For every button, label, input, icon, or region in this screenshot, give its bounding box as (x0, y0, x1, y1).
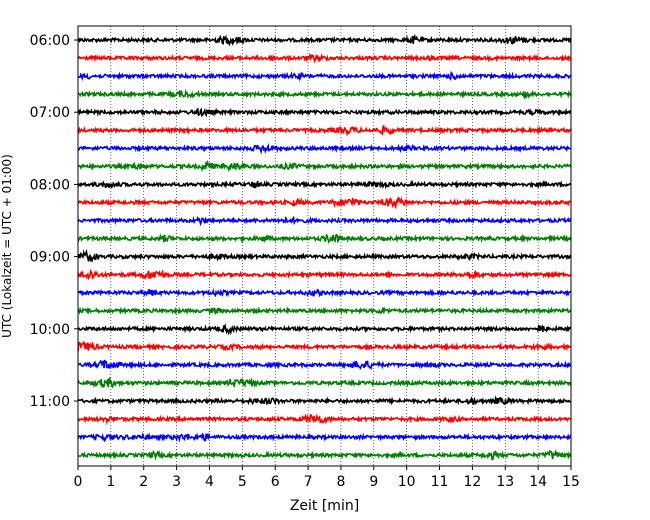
x-tick-label: 15 (562, 474, 580, 490)
trace-line (77, 52, 572, 64)
trace-line (77, 107, 572, 118)
trace-line (77, 431, 572, 443)
x-tick-label: 6 (271, 474, 280, 490)
x-tick-label: 7 (304, 474, 313, 490)
x-tick-label: 4 (205, 474, 214, 490)
trace-line (77, 376, 572, 389)
trace-line (77, 179, 572, 190)
trace-line (77, 448, 572, 461)
trace-line (77, 159, 572, 173)
x-axis-label: Zeit [min] (290, 498, 359, 514)
grid-lines (110, 26, 539, 466)
x-tick-label: 8 (336, 474, 345, 490)
x-axis-ticks: 0 1 2 3 4 5 6 7 8 9 10 11 12 13 14 15 (74, 466, 580, 490)
trace-line (77, 233, 572, 245)
x-tick-label: 13 (496, 474, 514, 490)
y-tick-label: 07:00 (30, 105, 70, 121)
trace-line (77, 306, 572, 316)
trace-line (77, 142, 572, 155)
trace-line (77, 288, 572, 298)
x-tick-label: 1 (106, 474, 115, 490)
x-tick-label: 12 (463, 474, 481, 490)
y-axis-label: UTC (Lokalzeit = UTC + 01:00) (0, 154, 14, 338)
y-tick-label: 06:00 (30, 33, 70, 49)
trace-line (77, 395, 572, 406)
trace-line (77, 413, 572, 426)
x-tick-label: 2 (139, 474, 148, 490)
x-tick-label: 9 (369, 474, 378, 490)
y-tick-label: 10:00 (30, 322, 70, 338)
trace-line (77, 322, 572, 336)
trace-line (77, 70, 572, 82)
x-tick-label: 11 (431, 474, 449, 490)
x-tick-label: 3 (172, 474, 181, 490)
x-tick-label: 5 (238, 474, 247, 490)
x-tick-label: 10 (398, 474, 416, 490)
trace-series (77, 34, 572, 461)
trace-line (77, 359, 572, 371)
y-tick-label: 08:00 (30, 177, 70, 193)
trace-line (77, 268, 572, 281)
x-tick-label: 14 (529, 474, 547, 490)
y-tick-label: 09:00 (30, 250, 70, 266)
trace-line (77, 248, 572, 263)
y-tick-label: 11:00 (30, 394, 70, 410)
plot-frame (77, 25, 572, 467)
trace-line (77, 340, 572, 353)
trace-line (77, 88, 572, 100)
y-axis-ticks: 06:00 07:00 08:00 09:00 10:00 11:00 (30, 33, 78, 410)
trace-line (77, 34, 572, 47)
trace-line (77, 215, 572, 227)
x-tick-label: 0 (74, 474, 83, 490)
trace-line (77, 124, 572, 137)
trace-line (77, 196, 572, 210)
